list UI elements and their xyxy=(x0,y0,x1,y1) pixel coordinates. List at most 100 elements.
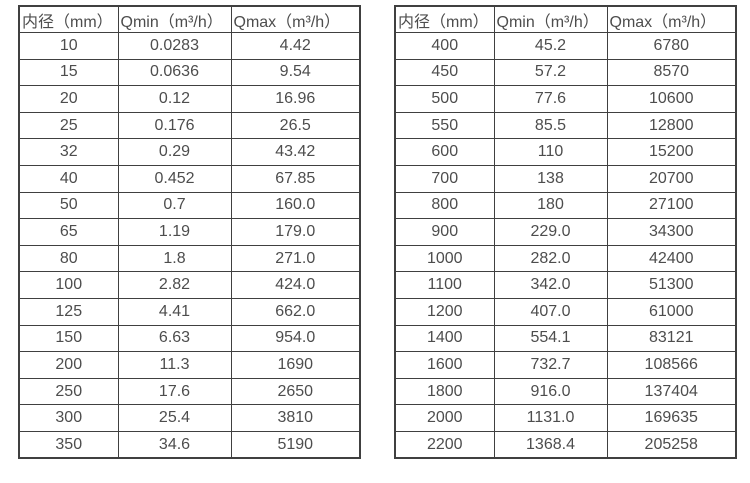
diameter-cell: 50 xyxy=(18,191,119,220)
table-row: 40 0.452 67.85 xyxy=(18,165,361,193)
col-header-qmin: Qmin（m³/h） xyxy=(117,5,232,34)
qmin-cell: 11.3 xyxy=(117,351,232,379)
table-row: 2200 1368.4 205258 xyxy=(394,431,737,459)
qmin-cell: 85.5 xyxy=(493,111,608,140)
table-row: 250 17.6 2650 xyxy=(18,377,361,406)
qmax-cell: 424.0 xyxy=(230,271,361,300)
qmax-cell: 108566 xyxy=(606,351,737,379)
diameter-cell: 25 xyxy=(18,111,119,140)
qmin-cell: 4.41 xyxy=(117,298,232,326)
table-row: 550 85.5 12800 xyxy=(394,111,737,140)
qmax-cell: 34300 xyxy=(606,218,737,246)
qmin-cell: 45.2 xyxy=(493,32,608,60)
qmax-cell: 205258 xyxy=(606,431,737,459)
qmin-cell: 282.0 xyxy=(493,244,608,273)
diameter-cell: 1100 xyxy=(394,271,495,300)
qmax-cell: 27100 xyxy=(606,191,737,220)
table-row: 1800 916.0 137404 xyxy=(394,377,737,406)
header-row: 内径（mm） Qmin（m³/h） Qmax（m³/h） xyxy=(18,5,361,34)
diameter-cell: 2000 xyxy=(394,404,495,432)
qmax-cell: 83121 xyxy=(606,324,737,353)
qmin-cell: 180 xyxy=(493,191,608,220)
diameter-cell: 400 xyxy=(394,32,495,60)
diameter-cell: 1200 xyxy=(394,298,495,326)
diameter-cell: 2200 xyxy=(394,431,495,459)
qmin-cell: 229.0 xyxy=(493,218,608,246)
qmin-cell: 0.29 xyxy=(117,138,232,167)
table-row: 1000 282.0 42400 xyxy=(394,244,737,273)
table-row: 800 180 27100 xyxy=(394,191,737,220)
qmin-cell: 6.63 xyxy=(117,324,232,353)
qmin-cell: 0.452 xyxy=(117,165,232,193)
diameter-cell: 1000 xyxy=(394,244,495,273)
table-row: 80 1.8 271.0 xyxy=(18,244,361,273)
qmax-cell: 26.5 xyxy=(230,111,361,140)
diameter-cell: 10 xyxy=(18,32,119,60)
diameter-cell: 1600 xyxy=(394,351,495,379)
table-row: 65 1.19 179.0 xyxy=(18,218,361,246)
table-row: 300 25.4 3810 xyxy=(18,404,361,432)
diameter-cell: 500 xyxy=(394,85,495,113)
diameter-cell: 150 xyxy=(18,324,119,353)
diameter-cell: 1400 xyxy=(394,324,495,353)
qmin-cell: 1368.4 xyxy=(493,431,608,459)
qmin-cell: 17.6 xyxy=(117,377,232,406)
qmax-cell: 5190 xyxy=(230,431,361,459)
diameter-cell: 65 xyxy=(18,218,119,246)
qmax-cell: 2650 xyxy=(230,377,361,406)
qmax-cell: 954.0 xyxy=(230,324,361,353)
qmin-cell: 57.2 xyxy=(493,58,608,87)
table-row: 450 57.2 8570 xyxy=(394,58,737,87)
table-row: 20 0.12 16.96 xyxy=(18,85,361,113)
diameter-cell: 250 xyxy=(18,377,119,406)
qmin-cell: 34.6 xyxy=(117,431,232,459)
diameter-cell: 600 xyxy=(394,138,495,167)
diameter-cell: 900 xyxy=(394,218,495,246)
flow-table-large-diameter: 内径（mm） Qmin（m³/h） Qmax（m³/h） 400 45.2 6780… xyxy=(394,5,737,460)
diameter-cell: 32 xyxy=(18,138,119,167)
qmax-cell: 61000 xyxy=(606,298,737,326)
qmax-cell: 179.0 xyxy=(230,218,361,246)
qmax-cell: 662.0 xyxy=(230,298,361,326)
table-row: 25 0.176 26.5 xyxy=(18,111,361,140)
qmin-cell: 732.7 xyxy=(493,351,608,379)
qmax-cell: 10600 xyxy=(606,85,737,113)
diameter-cell: 40 xyxy=(18,165,119,193)
qmin-cell: 138 xyxy=(493,165,608,193)
table-row: 1200 407.0 61000 xyxy=(394,298,737,326)
qmin-cell: 0.0636 xyxy=(117,58,232,87)
qmax-cell: 42400 xyxy=(606,244,737,273)
table-row: 50 0.7 160.0 xyxy=(18,191,361,220)
table-row: 1400 554.1 83121 xyxy=(394,324,737,353)
table-row: 400 45.2 6780 xyxy=(394,32,737,60)
qmin-cell: 0.12 xyxy=(117,85,232,113)
table-row: 150 6.63 954.0 xyxy=(18,324,361,353)
table-row: 1100 342.0 51300 xyxy=(394,271,737,300)
qmin-cell: 1.19 xyxy=(117,218,232,246)
qmin-cell: 1.8 xyxy=(117,244,232,273)
diameter-cell: 800 xyxy=(394,191,495,220)
flow-rate-tables: 内径（mm） Qmin（m³/h） Qmax（m³/h） 10 0.0283 4.4… xyxy=(18,5,737,460)
qmin-cell: 0.176 xyxy=(117,111,232,140)
table-row: 100 2.82 424.0 xyxy=(18,271,361,300)
qmax-cell: 43.42 xyxy=(230,138,361,167)
table-row: 15 0.0636 9.54 xyxy=(18,58,361,87)
qmax-cell: 3810 xyxy=(230,404,361,432)
table-row: 1600 732.7 108566 xyxy=(394,351,737,379)
table-row: 600 110 15200 xyxy=(394,138,737,167)
qmax-cell: 67.85 xyxy=(230,165,361,193)
qmax-cell: 9.54 xyxy=(230,58,361,87)
diameter-cell: 20 xyxy=(18,85,119,113)
qmax-cell: 4.42 xyxy=(230,32,361,60)
qmin-cell: 77.6 xyxy=(493,85,608,113)
flow-table-small-diameter: 内径（mm） Qmin（m³/h） Qmax（m³/h） 10 0.0283 4.4… xyxy=(18,5,361,460)
table-body: 400 45.2 6780 450 57.2 8570 500 77.6 10600 550 85.… xyxy=(394,32,737,459)
qmax-cell: 15200 xyxy=(606,138,737,167)
qmin-cell: 2.82 xyxy=(117,271,232,300)
qmin-cell: 1131.0 xyxy=(493,404,608,432)
qmax-cell: 8570 xyxy=(606,58,737,87)
qmin-cell: 342.0 xyxy=(493,271,608,300)
qmin-cell: 25.4 xyxy=(117,404,232,432)
table-body: 10 0.0283 4.42 15 0.0636 9.54 20 0.12 16.96 25 0.1… xyxy=(18,32,361,459)
col-header-diameter: 内径（mm） xyxy=(394,5,495,34)
